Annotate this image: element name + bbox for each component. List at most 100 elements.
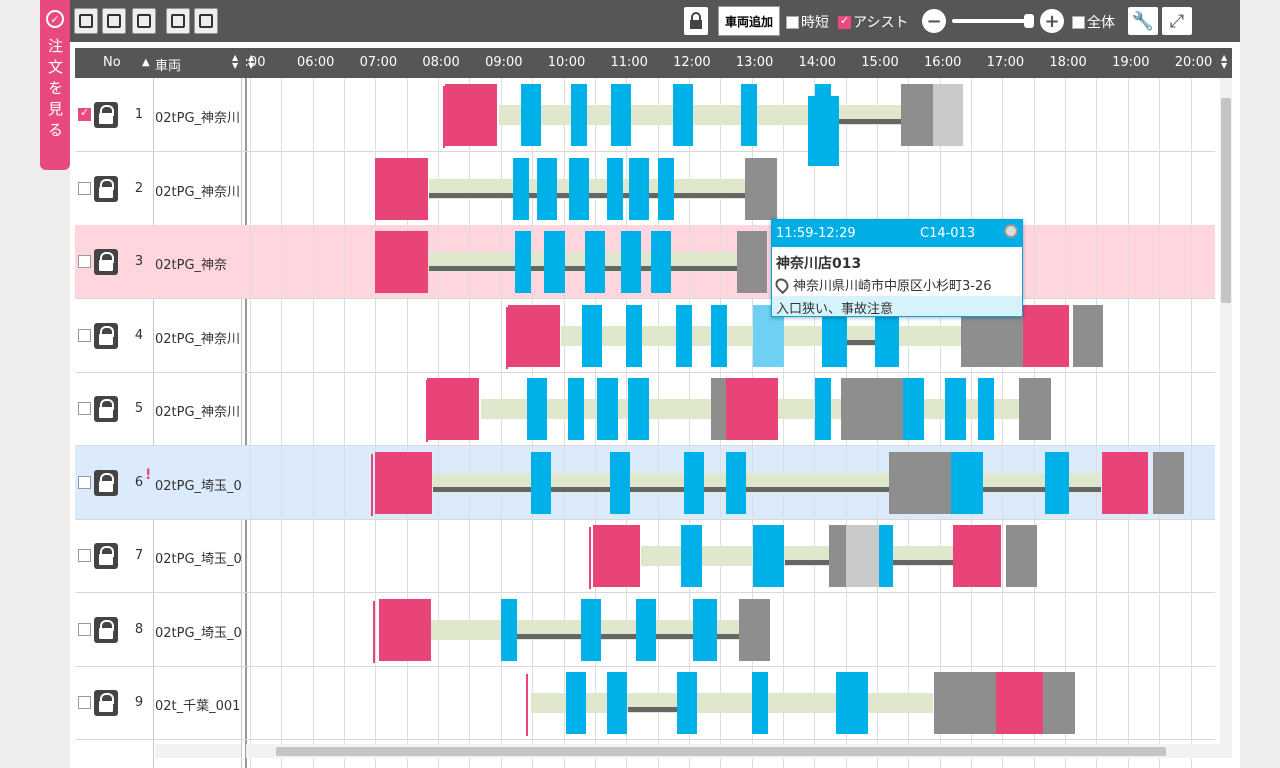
delivery-stop[interactable] (501, 598, 517, 661)
idle-block[interactable] (829, 525, 846, 587)
vehicle-horizontal-scrollbar[interactable] (155, 744, 241, 758)
unlock-icon[interactable] (94, 616, 118, 643)
delivery-stop[interactable] (629, 157, 649, 220)
delivery-stop[interactable] (711, 304, 727, 367)
unlock-icon[interactable] (94, 175, 118, 202)
assist-checkbox[interactable]: アシスト (838, 12, 908, 32)
idle-block[interactable] (1043, 672, 1075, 734)
pin-icon[interactable] (1004, 224, 1018, 238)
row-checkbox[interactable] (78, 402, 91, 415)
delivery-stop[interactable] (815, 378, 831, 440)
depot-block[interactable] (953, 525, 1001, 587)
delivery-stop[interactable] (544, 231, 565, 293)
unlock-icon[interactable] (94, 469, 118, 496)
delivery-stop[interactable] (607, 672, 627, 734)
delivery-stop[interactable] (628, 378, 649, 440)
delivery-stop[interactable] (681, 525, 702, 587)
idle-block[interactable] (739, 598, 770, 661)
delivery-stop[interactable] (677, 672, 697, 734)
zoom-slider[interactable] (952, 19, 1032, 23)
delivery-stop[interactable] (676, 304, 692, 367)
delivery-stop[interactable] (726, 451, 746, 514)
scroll-toggle-icon[interactable]: ▲ ▼ (1221, 53, 1228, 70)
row-checkbox[interactable] (78, 475, 91, 489)
row-checkbox[interactable] (78, 181, 91, 195)
delivery-stop[interactable] (515, 231, 531, 293)
depot-block[interactable] (593, 525, 640, 587)
delivery-stop[interactable] (611, 84, 631, 146)
row-checkbox[interactable] (78, 106, 91, 121)
delivery-stop[interactable] (626, 304, 642, 367)
delivery-stop[interactable] (673, 84, 693, 146)
copy-view-icon[interactable] (194, 8, 218, 34)
idle-block[interactable] (901, 84, 933, 146)
vehicle-view-icon[interactable] (102, 8, 126, 34)
scroll-up-icon[interactable]: ▲ ▼ (248, 53, 255, 70)
view-orders-tab[interactable]: ✓ 注文を見る (40, 0, 70, 170)
delivery-stop[interactable] (585, 231, 605, 293)
delivery-stop[interactable] (693, 598, 717, 661)
idle-block[interactable] (889, 451, 951, 514)
depot-block[interactable] (1023, 304, 1069, 367)
idle-block[interactable] (841, 378, 903, 440)
zoom-out-icon[interactable]: − (922, 9, 946, 33)
timeline-area[interactable] (246, 78, 1215, 768)
list-view-icon[interactable] (74, 8, 98, 34)
vehicle-name[interactable]: 02tPG_神奈川 (155, 331, 241, 347)
delivery-stop[interactable] (513, 157, 529, 220)
timeline-separator[interactable] (245, 78, 247, 768)
vertical-scrollbar[interactable] (1220, 78, 1232, 758)
break-block[interactable] (846, 525, 879, 587)
vehicle-row[interactable]: 9 02t_千葉_001 (75, 666, 1215, 740)
depot-block[interactable] (726, 378, 778, 440)
delivery-stop[interactable] (951, 451, 983, 514)
vertical-scroll-thumb[interactable] (1221, 98, 1231, 303)
depot-block[interactable] (445, 84, 497, 146)
delivery-stop[interactable] (568, 378, 584, 440)
delivery-stop[interactable] (607, 157, 623, 220)
split-view-icon[interactable] (166, 8, 190, 34)
delivery-stop[interactable] (610, 451, 630, 514)
unlock-icon[interactable] (94, 396, 118, 422)
delivery-stop[interactable] (566, 672, 586, 734)
short-time-checkbox[interactable]: 時短 (786, 12, 829, 32)
vehicle-name[interactable]: 02t_千葉_001 (155, 699, 241, 714)
vehicle-row[interactable]: 4 02tPG_神奈川 (75, 299, 1215, 373)
vehicle-header[interactable]: 車両 (155, 59, 182, 74)
zoom-slider-knob[interactable] (1024, 14, 1034, 28)
idle-block[interactable] (1153, 451, 1184, 514)
delivery-stop[interactable] (582, 304, 602, 367)
delivery-stop[interactable] (571, 84, 587, 146)
delivery-stop[interactable] (636, 598, 656, 661)
idle-block[interactable] (745, 157, 777, 220)
break-block[interactable] (933, 84, 963, 146)
vehicle-row[interactable]: 1 02tPG_神奈川 (75, 78, 1215, 152)
idle-block[interactable] (1019, 378, 1051, 440)
unlock-icon[interactable] (94, 249, 118, 275)
vehicle-name[interactable]: 02tPG_埼玉_0 (155, 552, 241, 567)
idle-block[interactable] (711, 378, 726, 440)
idle-block[interactable] (1073, 304, 1103, 367)
delivery-stop[interactable] (531, 451, 551, 514)
delivery-stop[interactable] (752, 672, 768, 734)
vehicle-name[interactable]: 02tPG_神奈川 (155, 111, 241, 126)
vehicle-row[interactable]: 8 02tPG_埼玉_0 (75, 593, 1215, 667)
depot-block[interactable] (996, 672, 1043, 734)
vehicle-name[interactable]: 02tPG_埼玉_0 (155, 625, 241, 641)
delivery-stop[interactable] (808, 95, 839, 166)
all-checkbox[interactable]: 全体 (1072, 12, 1115, 32)
depot-block[interactable] (375, 451, 432, 514)
depot-block[interactable] (508, 304, 560, 367)
horizontal-scrollbar[interactable] (246, 744, 1220, 758)
delivery-stop[interactable] (1045, 451, 1069, 514)
vehicle-name[interactable]: 02tPG_神奈川 (155, 184, 241, 200)
vehicle-row[interactable]: 7 02tPG_埼玉_0 (75, 519, 1215, 593)
row-checkbox[interactable] (78, 328, 91, 342)
delivery-stop[interactable] (741, 84, 757, 146)
delivery-stop[interactable] (684, 451, 704, 514)
zoom-in-icon[interactable]: + (1040, 9, 1064, 33)
idle-block[interactable] (934, 672, 996, 734)
tray-view-icon[interactable] (132, 8, 156, 34)
unlock-icon[interactable] (94, 690, 118, 716)
delivery-stop[interactable] (836, 672, 868, 734)
